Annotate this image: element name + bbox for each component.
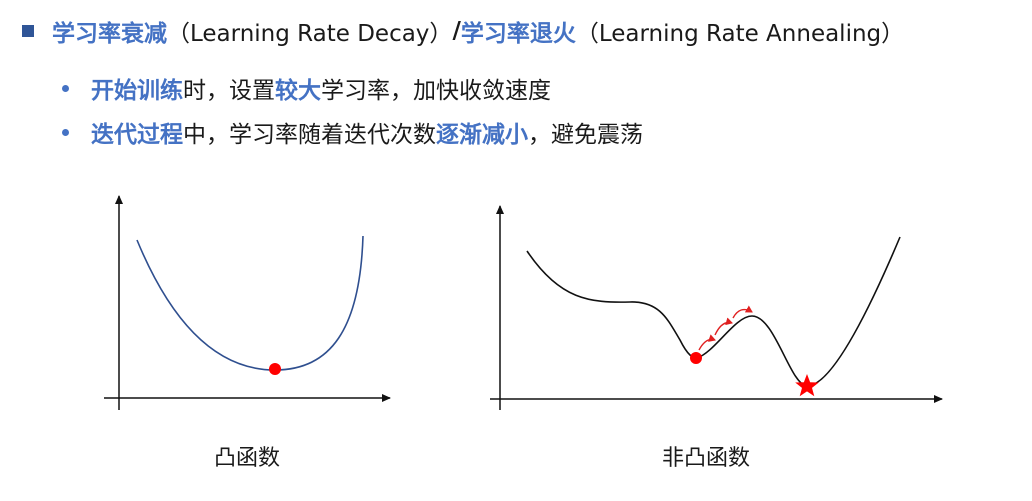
bullet-1-highlight-2: 较大 <box>275 78 321 104</box>
local-minimum-marker <box>690 352 702 364</box>
bullet-dot-icon <box>62 128 69 136</box>
bullet-1-text-1: 时，设置 <box>183 78 275 104</box>
bullet-item-iteration: 迭代过程 中，学习率随着迭代次数 逐渐减小 ，避免震荡 <box>62 110 643 154</box>
global-minimum-star-icon <box>795 374 819 397</box>
bullet-1-text-2: 学习率，加快收敛速度 <box>321 78 551 104</box>
bullet-dot-icon <box>62 84 69 92</box>
bullet-2-highlight-1: 迭代过程 <box>91 122 183 148</box>
bullet-1-highlight-1: 开始训练 <box>91 78 183 104</box>
title-lr-annealing-en: （Learning Rate Annealing） <box>575 21 905 47</box>
nonconvex-caption: 非凸函数 <box>662 446 751 471</box>
convex-curve <box>136 235 364 371</box>
bullet-list: 开始训练 时，设置 较大 学习率，加快收敛速度 迭代过程 中，学习率随着迭代次数… <box>62 66 643 154</box>
jump-arrow-3 <box>732 305 753 319</box>
nonconvex-plot <box>490 205 943 410</box>
slide-title: 学习率衰减 （Learning Rate Decay） / 学习率退火 （Lea… <box>22 14 904 48</box>
convex-minimum-marker <box>269 363 281 375</box>
convex-plot <box>104 195 391 410</box>
bullet-2-highlight-2: 逐渐减小 <box>436 122 528 148</box>
title-square-bullet-icon <box>22 25 34 37</box>
bullet-2-text-2: ，避免震荡 <box>528 122 643 148</box>
jump-arrow-2 <box>714 317 733 336</box>
convex-caption: 凸函数 <box>214 446 281 471</box>
bullet-2-text-1: 中，学习率随着迭代次数 <box>183 122 436 148</box>
bullet-item-start-training: 开始训练 时，设置 较大 学习率，加快收敛速度 <box>62 66 643 110</box>
title-lr-annealing-cn: 学习率退火 <box>460 21 576 47</box>
jump-arrow-1 <box>698 334 716 351</box>
nonconvex-curve <box>526 236 901 387</box>
title-slash: / <box>452 18 461 44</box>
title-lr-decay-cn: 学习率衰减 <box>52 21 167 47</box>
title-lr-decay-en: （Learning Rate Decay） <box>167 21 453 47</box>
